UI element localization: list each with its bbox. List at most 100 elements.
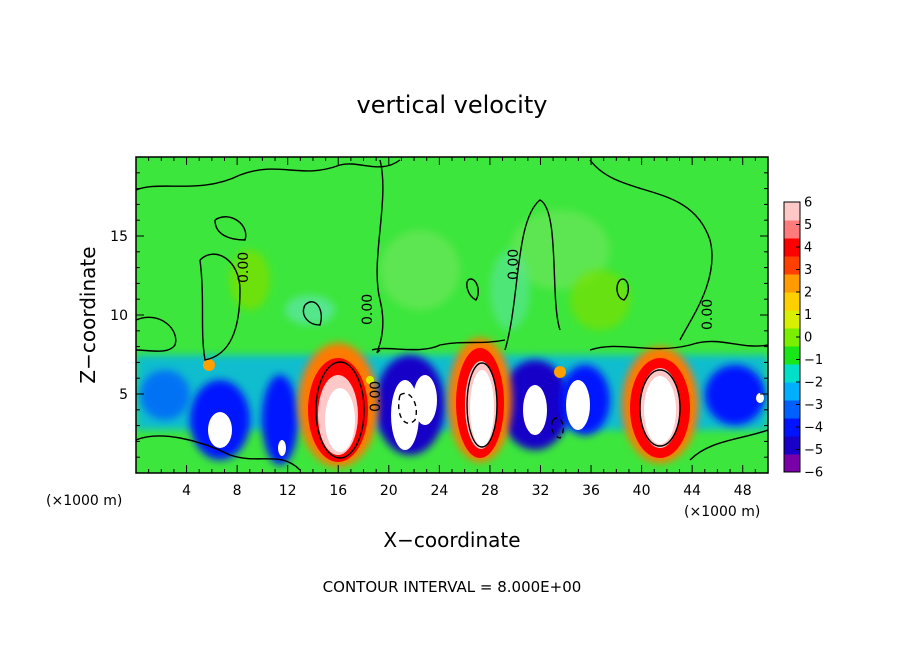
colorbar-label: 1: [804, 308, 812, 323]
colorbar-swatch: [784, 274, 800, 293]
colorbar: 6 5 4 3 2 1 0 −1 −2 −3 −4 −5 −6: [783, 196, 823, 481]
warm-spot: [554, 366, 566, 378]
contour-line: [466, 278, 479, 301]
contour-line: [199, 253, 241, 361]
colorbar-label: −5: [804, 443, 823, 458]
contour-line: [466, 362, 498, 448]
colorbar-swatch: [784, 346, 800, 365]
contour-line: [639, 369, 681, 447]
contour-line: [315, 361, 365, 459]
field-patch: [510, 210, 610, 290]
x-tick-label: 36: [582, 483, 600, 499]
x-axis-label: X−coordinate: [383, 528, 520, 552]
downdraft-core: [566, 380, 590, 430]
contour-line: [376, 159, 384, 354]
colorbar-label: 2: [804, 286, 812, 301]
x-tick-label: 4: [182, 483, 191, 499]
updraft: [325, 388, 355, 452]
contour-label: 0.00: [700, 299, 716, 330]
downdraft: [140, 370, 190, 420]
contour-line: [616, 278, 630, 301]
colorbar-label: 0: [804, 331, 812, 346]
downdraft-core: [278, 440, 286, 456]
colorbar-label: −1: [804, 353, 823, 368]
colorbar-swatch: [784, 256, 800, 275]
contour-label: 0.00: [368, 381, 384, 412]
downdraft-core: [413, 375, 437, 425]
contour-line: [589, 340, 768, 351]
colorbar-swatch: [784, 292, 800, 311]
downdraft-core: [523, 385, 547, 435]
colorbar-label: −4: [804, 421, 823, 436]
updraft: [644, 376, 676, 444]
y-tick-label: 5: [119, 387, 128, 403]
contour-label: 0.00: [360, 294, 376, 325]
colorbar-swatch: [784, 202, 800, 221]
colorbar-swatch: [784, 328, 800, 347]
updraft: [470, 370, 494, 446]
colorbar-swatch: [784, 400, 800, 419]
colorbar-swatch: [784, 238, 800, 257]
contour-interval: CONTOUR INTERVAL = 8.000E+00: [323, 578, 582, 596]
x-tick-label: 40: [633, 483, 651, 499]
downdraft: [262, 375, 298, 465]
colorbar-swatch: [784, 220, 800, 239]
x-unit-right: (×1000 m): [684, 504, 760, 520]
colorbar-label: 5: [804, 218, 812, 233]
warm-spot: [366, 376, 374, 384]
x-tick-label: 48: [734, 483, 752, 499]
colorbar-swatch: [784, 436, 800, 455]
x-axis: 4 8 12 16 20 24 28 32 36 40 44 48: [148, 157, 756, 499]
contour-line: [689, 429, 768, 461]
x-tick-label: 32: [532, 483, 550, 499]
contour-lines: [136, 159, 768, 471]
contour-line: [371, 339, 506, 351]
colorbar-label: 6: [804, 196, 812, 211]
contour-label: 0.00: [506, 249, 522, 280]
x-unit-left: (×1000 m): [46, 493, 122, 509]
contour-line: [589, 159, 713, 341]
colorbar-swatch: [784, 310, 800, 329]
field-patch: [380, 230, 460, 310]
contour-line: [504, 199, 561, 351]
downdraft: [705, 365, 765, 425]
x-tick-label: 8: [233, 483, 242, 499]
downdraft-core: [756, 393, 764, 403]
field-patch: [285, 295, 335, 325]
contour-label-group: 0.00 0.00 0.00 0.00 0.00: [236, 249, 716, 412]
colorbar-label: −2: [804, 376, 823, 391]
colorbar-swatch: [784, 418, 800, 437]
chart-title: vertical velocity: [357, 91, 548, 119]
colorbar-label: 3: [804, 263, 812, 278]
x-tick-label: 24: [430, 483, 448, 499]
plot-area: 0.00 0.00 0.00 0.00 0.00: [136, 157, 768, 473]
contour-line: [302, 301, 322, 326]
colorbar-swatch: [784, 454, 800, 473]
x-tick-label: 16: [329, 483, 347, 499]
y-axis: 5 10 15: [110, 172, 768, 458]
colorbar-label: 4: [804, 241, 812, 256]
contour-line: [398, 392, 417, 424]
y-tick-label: 15: [110, 229, 128, 245]
x-tick-label: 20: [380, 483, 398, 499]
x-tick-label: 12: [279, 483, 297, 499]
contour-line: [214, 216, 247, 241]
y-axis-label: Z−coordinate: [76, 246, 100, 383]
colorbar-label: −6: [804, 466, 823, 481]
velocity-field: [136, 210, 768, 467]
contour-line: [136, 316, 177, 352]
field-patch: [570, 270, 630, 330]
colorbar-label: −3: [804, 398, 823, 413]
x-tick-label: 28: [481, 483, 499, 499]
colorbar-swatch: [784, 364, 800, 383]
y-tick-label: 10: [110, 308, 128, 324]
contour-line: [136, 159, 401, 191]
contour-label: 0.00: [236, 252, 252, 283]
contour-line: [551, 417, 564, 439]
downdraft-core: [208, 412, 232, 448]
x-tick-label: 44: [683, 483, 701, 499]
warm-spot: [203, 359, 215, 371]
contour-line: [136, 435, 301, 471]
field-patch: [490, 250, 530, 330]
